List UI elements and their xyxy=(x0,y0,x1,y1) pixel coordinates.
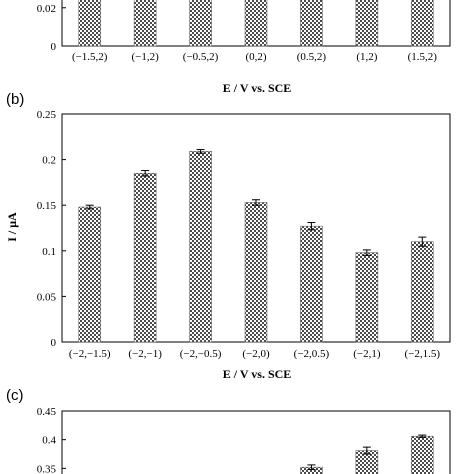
panel-b-category-label: (−2,1) xyxy=(353,348,381,360)
panel-b-bar xyxy=(300,225,323,343)
panel-a-ytick-label: 0 xyxy=(51,41,57,53)
panel-b-category-label: (−2,−1) xyxy=(128,348,162,360)
panel-b-bar xyxy=(355,252,379,343)
panel-b-category-label: (−2,−0.5) xyxy=(180,348,222,360)
panel-b-ytick-label: 0.25 xyxy=(37,109,57,121)
panel-a-bar xyxy=(78,0,102,47)
panel-b-bar xyxy=(410,241,434,343)
panel-a: E / V vs. SCE xyxy=(223,81,292,95)
panel-b-bar xyxy=(133,172,157,343)
panel-b-ylabel: I / μA xyxy=(5,212,19,242)
panel-a-bar xyxy=(189,0,212,47)
panel-b-ytick-label: 0.05 xyxy=(37,291,57,303)
panel-a-category-label: (1,2) xyxy=(356,51,377,63)
panel-a-xlabel: E / V vs. SCE xyxy=(223,81,292,95)
panel-b-category-label: (−2,−1.5) xyxy=(69,348,111,360)
panel-c-label: (c) xyxy=(6,387,24,404)
panel-c-frame xyxy=(61,410,451,474)
panel-b-ytick-label: 0.2 xyxy=(42,155,56,167)
panel-c: (c) xyxy=(6,387,24,404)
panel-b-category-label: (−2,1.5) xyxy=(405,348,441,360)
panel-b-label: (b) xyxy=(6,91,24,108)
panel-b-ytick-label: 0 xyxy=(51,337,57,349)
panel-c-ytick-label: 0.4 xyxy=(42,435,56,447)
panel-b-bar xyxy=(189,151,212,343)
panel-a-category-label: (1.5,2) xyxy=(408,51,438,63)
panel-b-category-label: (−2,0.5) xyxy=(294,348,330,360)
panel-a-ytick-label: 0.02 xyxy=(37,3,56,15)
panel-a-category-label: (−0.5,2) xyxy=(183,51,219,63)
panel-a-category-label: (0,2) xyxy=(245,51,266,63)
panel-a-category-label: (0.5,2) xyxy=(297,51,327,63)
panel-b-ytick-label: 0.1 xyxy=(42,246,56,258)
panel-a-bar xyxy=(244,0,268,47)
panel-a-category-label: (−1,2) xyxy=(132,51,160,63)
panel-a-bar xyxy=(410,0,434,47)
panel-c-chart: 0.35 0.4 0.45 xyxy=(37,406,451,474)
panel-c-ytick-label: 0.35 xyxy=(37,463,57,474)
panel-b-bar xyxy=(78,206,102,343)
panel-a-bar xyxy=(300,0,323,47)
panel-b-bar xyxy=(244,202,268,343)
panel-b-chart: 0 0.05 0.1 0.15 0.2 0.25 (−2,−1.5) (−2,−1) (−2,−… xyxy=(37,109,451,360)
panel-a-bar xyxy=(133,0,157,47)
panel-b-xlabel: E / V vs. SCE xyxy=(223,367,292,381)
panel-a-bar xyxy=(355,0,379,47)
panel-c-bar xyxy=(410,435,434,474)
panel-a-chart: 0 0.02 (−1.5,2) (−1,2) (−0.5,2) (0,2) (0.5,2) (… xyxy=(37,0,451,63)
panel-b-category-label: (−2,0) xyxy=(242,348,270,360)
panel-b-ytick-label: 0.15 xyxy=(37,200,57,212)
panel-a-category-label: (−1.5,2) xyxy=(72,51,108,63)
panel-c-ytick-label: 0.45 xyxy=(37,406,57,418)
panel-b: (b) I / μA E / V vs. SCE xyxy=(5,91,291,381)
